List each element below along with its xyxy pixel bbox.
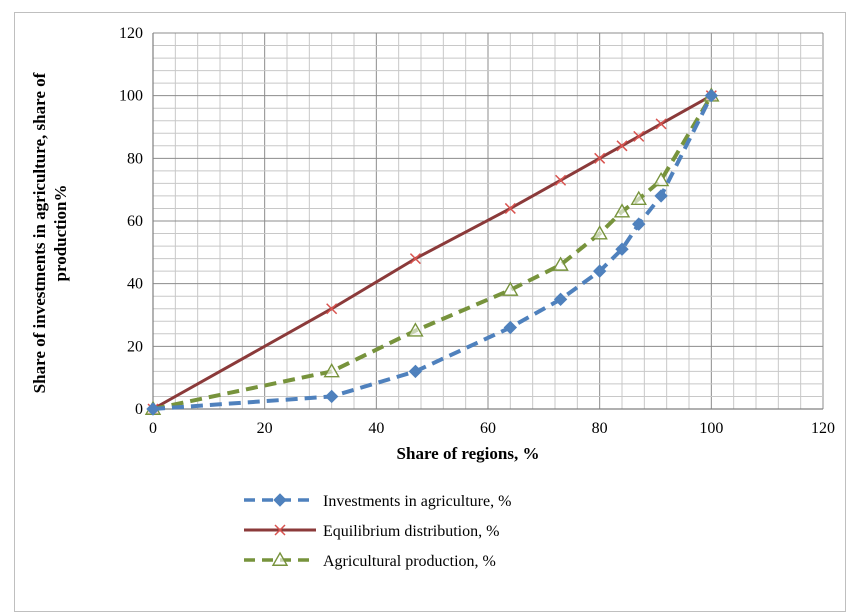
data-point-0	[324, 389, 339, 404]
series-line-1	[152, 94, 713, 411]
data-point-0	[146, 402, 160, 416]
y-tick-label: 100	[119, 88, 143, 105]
legend-marker	[274, 524, 286, 536]
x-axis-title: Share of regions, %	[397, 444, 540, 463]
y-tick-label: 0	[135, 401, 143, 418]
legend-entry-agricultural-production: Agricultural production, %	[244, 551, 496, 570]
legend-label-investments: Investments in agriculture, %	[323, 493, 511, 510]
data-point-1	[633, 130, 645, 142]
y-axis-title-line-1: Share of investments in agriculture, sha…	[30, 72, 49, 393]
legend-marker	[271, 551, 289, 566]
data-point-2	[323, 362, 340, 378]
y-tick-label: 60	[127, 213, 143, 230]
line-chart: 0 20 40 60 80 100 120 0 20 40 60 80 100 120 Share of …	[30, 25, 835, 570]
legend-label-agricultural-production: Agricultural production, %	[323, 553, 496, 570]
data-point-0	[553, 292, 568, 307]
data-point-2	[552, 256, 569, 271]
legend-swatch-agricultural-production	[244, 551, 316, 566]
data-point-1	[409, 253, 421, 265]
x-tick-label: 0	[149, 420, 157, 437]
y-tick-label: 80	[127, 150, 143, 167]
series-lines	[144, 87, 720, 416]
legend-entry-equilibrium: Equilibrium distribution, %	[244, 523, 499, 540]
legend-swatch-investments	[244, 493, 316, 507]
x-tick-label: 100	[699, 420, 723, 437]
y-tick-label: 40	[127, 276, 143, 293]
data-point-2	[652, 171, 670, 187]
data-point-1	[326, 303, 338, 315]
legend: Investments in agriculture, % Equilibriu…	[244, 493, 511, 570]
data-point-2	[591, 225, 608, 240]
chart-frame: 0 20 40 60 80 100 120 0 20 40 60 80 100 120 Share of …	[14, 12, 846, 612]
data-point-1	[555, 174, 567, 186]
y-tick-label: 20	[127, 338, 143, 355]
data-point-0	[592, 264, 607, 278]
legend-label-equilibrium: Equilibrium distribution, %	[323, 523, 499, 540]
series-line-2	[152, 94, 714, 411]
data-point-2	[502, 281, 519, 296]
x-tick-label: 80	[592, 420, 608, 437]
x-tick-label: 40	[368, 420, 384, 437]
data-point-0	[503, 320, 518, 335]
tick-labels: 0 20 40 60 80 100 120 0 20 40 60 80 100 120	[119, 25, 835, 437]
y-tick-label: 120	[119, 25, 143, 42]
data-point-1	[504, 202, 516, 214]
x-tick-label: 60	[480, 420, 496, 437]
data-point-0	[408, 364, 423, 379]
data-point-1	[616, 140, 628, 152]
data-point-0	[704, 88, 719, 103]
legend-entry-investments: Investments in agriculture, %	[244, 493, 511, 510]
data-point-2	[613, 203, 631, 218]
data-point-0	[632, 217, 646, 231]
x-tick-label: 20	[257, 420, 273, 437]
legend-swatch-equilibrium	[244, 524, 316, 536]
data-point-2	[630, 190, 647, 206]
data-point-2	[407, 322, 424, 337]
legend-marker	[273, 493, 287, 507]
series-0	[146, 88, 719, 416]
data-point-0	[615, 242, 629, 256]
y-axis-title-line-2: production%	[51, 185, 70, 282]
series-2	[144, 87, 720, 415]
data-point-1	[594, 152, 606, 164]
data-point-0	[654, 189, 668, 203]
series-line-0	[152, 94, 714, 411]
axes	[152, 33, 823, 410]
data-point-1	[655, 118, 667, 130]
x-tick-label: 120	[811, 420, 835, 437]
